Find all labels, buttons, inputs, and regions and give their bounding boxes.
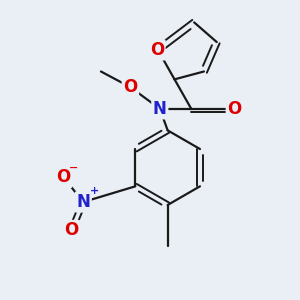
Text: −: −	[69, 163, 78, 173]
Text: N: N	[153, 100, 167, 118]
Text: N: N	[76, 193, 90, 211]
Text: +: +	[89, 186, 99, 196]
Text: O: O	[56, 169, 71, 187]
Text: O: O	[227, 100, 242, 118]
Text: O: O	[150, 41, 164, 59]
Text: O: O	[123, 78, 137, 96]
Text: O: O	[64, 221, 79, 239]
